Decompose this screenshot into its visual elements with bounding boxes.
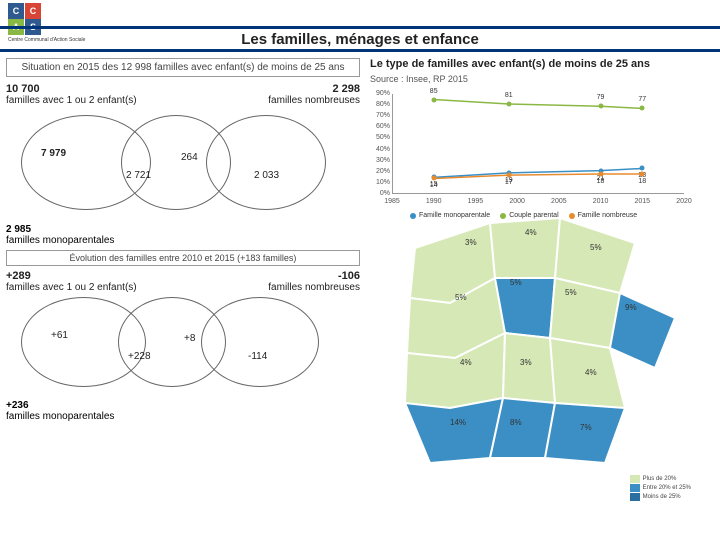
stat-txt: familles nombreuses — [268, 95, 360, 106]
map-legend: Plus de 20% Entre 20% et 25% Moins de 25… — [630, 474, 691, 502]
map-zone-label: 3% — [520, 358, 532, 367]
line-chart: Famille monoparentaleCouple parentalFami… — [370, 90, 708, 225]
stat-txt: familles monoparentales — [6, 235, 114, 246]
map-zone-label: 4% — [460, 358, 472, 367]
map-zone-label: 4% — [525, 228, 537, 237]
stat-num: 10 700 — [6, 83, 40, 95]
logo-letter: C — [8, 3, 24, 19]
map-zone-label: 5% — [590, 243, 602, 252]
map-legend-item: Moins de 25% — [643, 494, 681, 500]
venn-val: 2 033 — [254, 170, 279, 181]
evo-stats: +289familles avec 1 ou 2 enfant(s) -106f… — [6, 270, 360, 293]
map-zone-label: 14% — [450, 418, 466, 427]
left-column: Situation en 2015 des 12 998 familles av… — [6, 58, 360, 422]
map-legend-item: Plus de 20% — [643, 476, 677, 482]
chart-title: Le type de familles avec enfant(s) de mo… — [370, 58, 714, 70]
venn-val: 2 721 — [126, 170, 151, 181]
evolution-box: Évolution des familles entre 2010 et 201… — [6, 250, 360, 266]
page-title: Les familles, ménages et enfance — [241, 31, 479, 48]
map-legend-item: Entre 20% et 25% — [643, 485, 691, 491]
stat-txt: familles monoparentales — [6, 411, 114, 422]
map-zone-label: 9% — [625, 303, 637, 312]
map-zone-label: 7% — [580, 423, 592, 432]
stat-num: +289 — [6, 270, 31, 282]
stat-txt: familles avec 1 ou 2 enfant(s) — [6, 282, 137, 293]
venn-val: +228 — [128, 351, 151, 362]
venn-val: +61 — [51, 330, 68, 341]
stat-txt: familles avec 1 ou 2 enfant(s) — [6, 95, 137, 106]
map-zone-label: 8% — [510, 418, 522, 427]
venn-val: +8 — [184, 333, 195, 344]
venn-val: -114 — [248, 351, 267, 362]
stat-num: +236 — [6, 400, 29, 411]
stat-num: 2 985 — [6, 224, 31, 235]
top-stats: 10 700familles avec 1 ou 2 enfant(s) 2 2… — [6, 83, 360, 106]
map-zone-label: 5% — [510, 278, 522, 287]
map-svg — [395, 208, 695, 488]
map-zone-label: 5% — [455, 293, 467, 302]
chart-source: Source : Insee, RP 2015 — [370, 74, 714, 84]
map-zone-label: 3% — [465, 238, 477, 247]
logo-letter: C — [25, 3, 41, 19]
page-title-bar: Les familles, ménages et enfance — [0, 26, 720, 52]
venn-val: 264 — [181, 152, 198, 163]
mid-stat: 2 985familles monoparentales — [6, 224, 360, 246]
stat-txt: familles nombreuses — [268, 282, 360, 293]
venn-bottom: +61 +228 +8 -114 — [6, 295, 346, 400]
map: Plus de 20% Entre 20% et 25% Moins de 25… — [395, 208, 695, 508]
venn-top: 7 979 2 721 264 2 033 — [6, 110, 346, 220]
stat-num: -106 — [338, 270, 360, 282]
situation-box: Situation en 2015 des 12 998 familles av… — [6, 58, 360, 77]
venn-val: 7 979 — [41, 148, 66, 159]
stat-num: 2 298 — [332, 83, 360, 95]
map-zone-label: 5% — [565, 288, 577, 297]
map-zone-label: 4% — [585, 368, 597, 377]
bot-stat: +236familles monoparentales — [6, 400, 360, 422]
right-column: Le type de familles avec enfant(s) de mo… — [370, 58, 714, 225]
